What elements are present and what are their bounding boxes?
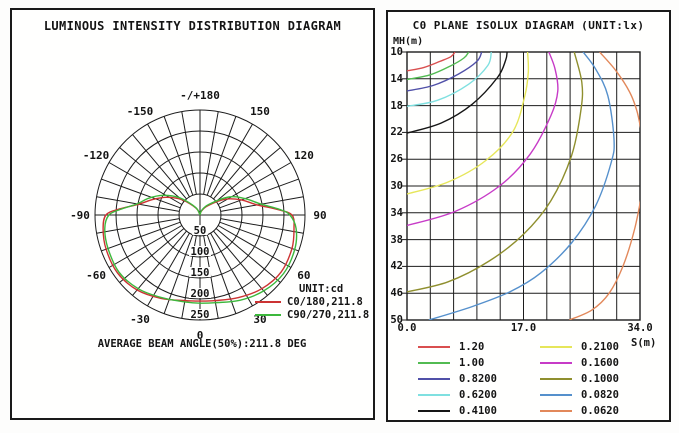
isolux-curve bbox=[407, 52, 483, 92]
polar-radial-tick: 250 bbox=[191, 309, 210, 321]
legend-line-swatch bbox=[255, 313, 281, 316]
polar-angle-label: -90 bbox=[70, 209, 90, 222]
isolux-legend-row: 0.4100 bbox=[418, 403, 497, 419]
polar-angle-label: -150 bbox=[127, 105, 154, 118]
beam-angle-note: AVERAGE BEAM ANGLE(50%):211.8 DEG bbox=[97, 338, 307, 350]
isolux-curve bbox=[407, 52, 492, 107]
x-tick-label: 17.0 bbox=[510, 322, 537, 334]
legend-value: 0.8200 bbox=[459, 373, 497, 385]
legend-value: 0.6200 bbox=[459, 389, 497, 401]
y-tick-label: 50 bbox=[390, 314, 403, 326]
legend-value: 0.1600 bbox=[581, 357, 619, 369]
y-tick-label: 26 bbox=[390, 153, 403, 166]
isolux-curve bbox=[407, 52, 559, 227]
legend-value: 0.4100 bbox=[459, 405, 497, 417]
y-tick-label: 14 bbox=[390, 72, 403, 85]
polar-angle-label: -60 bbox=[86, 269, 106, 282]
polar-legend-rows: C0/180,211.8 C90/270,211.8 bbox=[255, 295, 369, 321]
legend-value: 1.20 bbox=[459, 341, 485, 353]
x-tick-label: 0.0 bbox=[397, 322, 417, 334]
legend-line-swatch bbox=[418, 394, 450, 396]
legend-line-swatch bbox=[418, 346, 450, 348]
polar-angle-label: 90 bbox=[313, 209, 326, 222]
polar-legend-row: C90/270,211.8 bbox=[255, 308, 369, 321]
polar-angle-label: -120 bbox=[83, 149, 110, 162]
legend-line-swatch bbox=[418, 378, 450, 380]
polar-angle-label: 0 bbox=[197, 329, 204, 342]
isolux-legend-col1: 1.20 1.00 0.8200 0.6200 0.4100 bbox=[418, 339, 497, 419]
isolux-legend-row: 0.2100 bbox=[540, 339, 619, 355]
x-axis-label: S(m) bbox=[631, 337, 657, 349]
left-panel-title: LUMINOUS INTENSITY DISTRIBUTION DIAGRAM bbox=[43, 19, 342, 33]
polar-angle-label: -30 bbox=[130, 313, 150, 326]
polar-angle-label: -/+180 bbox=[180, 89, 220, 102]
isolux-curve bbox=[407, 52, 456, 72]
polar-legend-row: C0/180,211.8 bbox=[255, 295, 369, 308]
polar-legend-unit: UNIT:cd bbox=[299, 283, 344, 295]
isolux-curve bbox=[428, 52, 615, 320]
legend-line-swatch bbox=[418, 410, 450, 412]
polar-radial-tick: 200 bbox=[191, 288, 210, 300]
x-tick-label: 34.0 bbox=[627, 322, 653, 334]
legend-line-swatch bbox=[255, 300, 281, 303]
right-panel-title: C0 PLANE ISOLUX DIAGRAM (UNIT:lx) bbox=[412, 19, 645, 32]
legend-line-swatch bbox=[540, 346, 572, 348]
legend-value: 0.2100 bbox=[581, 341, 619, 353]
legend-label: C0/180,211.8 bbox=[287, 295, 363, 308]
polar-curve bbox=[104, 194, 298, 304]
isolux-curve bbox=[569, 199, 640, 320]
y-tick-label: 34 bbox=[390, 206, 403, 219]
polar-radial-tick: 150 bbox=[191, 267, 210, 279]
legend-value: 0.0820 bbox=[581, 389, 619, 401]
y-tick-label: 22 bbox=[390, 126, 403, 139]
isolux-chart bbox=[402, 51, 641, 321]
polar-radial-tick: 50 bbox=[194, 225, 207, 237]
isolux-legend-col2: 0.2100 0.1600 0.1000 0.0820 0.0620 bbox=[540, 339, 619, 419]
isolux-panel: C0 PLANE ISOLUX DIAGRAM (UNIT:lx) MH(m) … bbox=[386, 10, 671, 422]
polar-angle-label: 30 bbox=[253, 313, 266, 326]
isolux-legend-row: 0.0620 bbox=[540, 403, 619, 419]
isolux-legend-row: 0.1600 bbox=[540, 355, 619, 371]
legend-line-swatch bbox=[540, 394, 572, 396]
isolux-legend-row: 0.8200 bbox=[418, 371, 497, 387]
isolux-curve bbox=[407, 52, 508, 134]
legend-line-swatch bbox=[540, 362, 572, 364]
y-tick-label: 18 bbox=[390, 99, 403, 112]
y-tick-label: 10 bbox=[390, 46, 403, 58]
y-tick-label: 46 bbox=[390, 287, 403, 300]
isolux-curve bbox=[407, 52, 470, 81]
polar-angle-label: 60 bbox=[297, 269, 310, 282]
legend-value: 0.1000 bbox=[581, 373, 619, 385]
y-tick-labels: 10 14 18 22 26 30 34 38 42 46 50 bbox=[388, 46, 404, 326]
legend-line-swatch bbox=[540, 410, 572, 412]
legend-label: C90/270,211.8 bbox=[287, 308, 370, 321]
polar-curve bbox=[102, 196, 295, 302]
isolux-legend-row: 1.00 bbox=[418, 355, 497, 371]
y-axis-label: MH(m) bbox=[393, 36, 424, 47]
polar-legend: UNIT:cd C0/180,211.8 C90/270,211.8 bbox=[255, 283, 369, 321]
y-tick-label: 38 bbox=[390, 233, 403, 246]
isolux-legend-row: 0.0820 bbox=[540, 387, 619, 403]
isolux-legend-row: 1.20 bbox=[418, 339, 497, 355]
isolux-legend-row: 0.6200 bbox=[418, 387, 497, 403]
polar-angle-label: 150 bbox=[250, 105, 270, 118]
polar-angle-label: 120 bbox=[294, 149, 314, 162]
polar-radial-tick: 100 bbox=[191, 246, 210, 258]
legend-line-swatch bbox=[418, 362, 450, 364]
polar-intensity-chart: 50 100 150 200 250 -/+180 -150 150 -120 120 -90 90 -… bbox=[70, 89, 327, 342]
legend-value: 0.0620 bbox=[581, 405, 619, 417]
isolux-curve bbox=[407, 52, 584, 293]
isolux-legend-row: 0.1000 bbox=[540, 371, 619, 387]
legend-line-swatch bbox=[540, 378, 572, 380]
y-tick-label: 30 bbox=[390, 180, 403, 192]
isolux-curve bbox=[407, 52, 530, 195]
isolux-curve bbox=[599, 52, 640, 129]
y-tick-label: 42 bbox=[390, 260, 403, 273]
isolux-curves bbox=[407, 52, 640, 320]
legend-value: 1.00 bbox=[459, 357, 485, 369]
luminous-intensity-panel: LUMINOUS INTENSITY DISTRIBUTION DIAGRAM … bbox=[10, 8, 375, 420]
